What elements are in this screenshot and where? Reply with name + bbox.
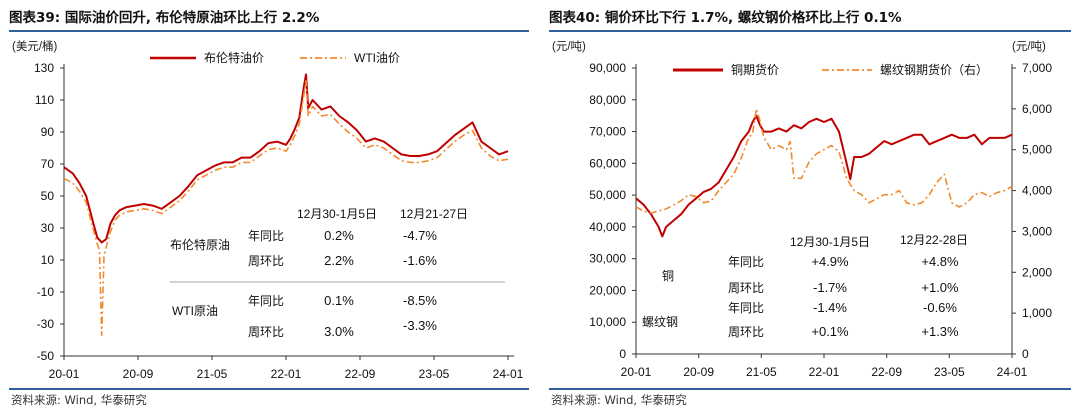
table-value: 0.1% — [324, 293, 354, 308]
y-right-tick-label: 4,000 — [1022, 184, 1052, 198]
y-right-tick-label: 6,000 — [1022, 102, 1052, 116]
legend-label: 铜期货价 — [731, 62, 779, 77]
y-tick-label: 10 — [41, 253, 55, 267]
y-right-tick-label: 7,000 — [1022, 61, 1052, 75]
table-row-label: 年同比 — [728, 255, 764, 269]
y-left-tick-label: 10,000 — [589, 315, 626, 329]
y-left-tick-label: 50,000 — [589, 188, 626, 202]
x-tick-label: 22-01 — [271, 367, 302, 381]
series-line — [635, 108, 1013, 214]
table-value: 3.0% — [324, 324, 354, 339]
y-left-tick-label: 0 — [619, 347, 626, 361]
y-tick-label: 130 — [34, 61, 54, 75]
y-left-tick-label: 70,000 — [589, 125, 626, 139]
table-value: 0.2% — [324, 228, 354, 243]
series-line — [63, 73, 509, 244]
y-tick-label: -50 — [37, 349, 55, 363]
oil-price-panel: 图表39: 国际油价回升, 布伦特原油环比上行 2.2% (美元/桶) 130 11… — [9, 10, 529, 407]
legend-label: 螺纹钢期货价（右） — [880, 62, 988, 77]
x-tick-label: 21-05 — [197, 367, 228, 381]
x-tick-label: 20-09 — [123, 367, 154, 381]
table-row-label: 周环比 — [728, 281, 764, 295]
series-line — [63, 80, 509, 337]
table-value: -1.6% — [403, 253, 437, 268]
y-right-tick-label: 3,000 — [1022, 224, 1052, 238]
table-row-label: 周环比 — [248, 325, 284, 339]
x-tick-label: 20-09 — [683, 365, 714, 379]
x-tick-label: 22-09 — [871, 365, 902, 379]
y-axis-unit: (美元/桶) — [12, 39, 58, 53]
title-rule — [549, 30, 1071, 32]
table-row-label: 年同比 — [248, 294, 284, 308]
table-group: 铜 — [662, 268, 674, 283]
x-tick-label: 22-09 — [345, 367, 376, 381]
table-value: +4.8% — [921, 254, 959, 269]
table-value: -1.7% — [813, 280, 847, 295]
table-value: +0.1% — [811, 324, 849, 339]
y-left-tick-label: 80,000 — [589, 93, 626, 107]
y-tick-label: -10 — [37, 285, 55, 299]
y-left-tick-label: 90,000 — [589, 61, 626, 75]
table-header: 12月21-27日 — [400, 207, 468, 221]
source-note: 资料来源: Wind, 华泰研究 — [551, 393, 687, 407]
y-axis-unit-right: (元/吨) — [1012, 40, 1046, 53]
title-rule — [9, 30, 529, 32]
table-group: WTI原油 — [172, 304, 218, 318]
table-group: 螺纹钢 — [642, 315, 678, 329]
y-axis-unit-left: (元/吨) — [552, 40, 586, 53]
table-row-label: 周环比 — [248, 254, 284, 268]
x-tick-label: 21-05 — [746, 365, 777, 379]
table-value: 2.2% — [324, 253, 354, 268]
table-group: 布伦特原油 — [170, 237, 230, 252]
x-tick-label: 22-01 — [809, 365, 840, 379]
y-tick-label: -30 — [37, 317, 55, 331]
x-tick-label: 20-01 — [621, 365, 652, 379]
footer-rule — [9, 388, 529, 390]
y-tick-label: 70 — [41, 157, 55, 171]
x-tick-label: 20-01 — [49, 367, 80, 381]
y-left-tick-label: 30,000 — [589, 252, 626, 266]
table-header: 12月30-1月5日 — [790, 235, 870, 249]
y-left-tick-label: 60,000 — [589, 156, 626, 170]
y-left-tick-label: 40,000 — [589, 220, 626, 234]
y-tick-label: 90 — [41, 125, 55, 139]
y-right-tick-label: 0 — [1022, 347, 1029, 361]
table-value: -4.7% — [403, 228, 437, 243]
x-tick-label: 23-05 — [934, 365, 965, 379]
table-row-label: 周环比 — [728, 325, 764, 339]
footer-rule — [549, 388, 1071, 390]
oil-price-chart: (美元/桶) 130 110 90 70 50 30 10 -10 -30 -50 20-01 20-0… — [12, 39, 524, 381]
y-tick-label: 50 — [41, 189, 55, 203]
series-line — [635, 114, 1013, 238]
table-header: 12月22-28日 — [900, 233, 968, 247]
table-value: -0.6% — [923, 300, 957, 315]
table-header: 12月30-1月5日 — [297, 207, 377, 221]
y-tick-label: 30 — [41, 221, 55, 235]
table-value: +4.9% — [811, 254, 849, 269]
table-value: +1.3% — [921, 324, 959, 339]
y-right-tick-label: 1,000 — [1022, 306, 1052, 320]
chart-title: 图表40: 铜价环比下行 1.7%, 螺纹钢价格环比上行 0.1% — [549, 10, 902, 26]
x-tick-label: 23-05 — [419, 367, 450, 381]
y-left-tick-label: 20,000 — [589, 283, 626, 297]
table-value: -1.4% — [813, 300, 847, 315]
table-row-label: 年同比 — [728, 301, 764, 315]
metal-price-chart: (元/吨) (元/吨)90,00080,00070,00060,00050,000… — [552, 40, 1052, 379]
chart-title: 图表39: 国际油价回升, 布伦特原油环比上行 2.2% — [9, 10, 320, 26]
metal-price-panel: 图表40: 铜价环比下行 1.7%, 螺纹钢价格环比上行 0.1% (元/吨) (… — [540, 0, 1080, 412]
y-tick-label: 110 — [35, 93, 54, 107]
y-right-tick-label: 2,000 — [1022, 265, 1052, 279]
table-row-label: 年同比 — [248, 229, 284, 243]
x-tick-label: 24-01 — [997, 365, 1028, 379]
source-note: 资料来源: Wind, 华泰研究 — [11, 393, 147, 407]
legend-label: 布伦特油价 — [204, 50, 264, 65]
table-value: +1.0% — [921, 280, 959, 295]
legend-label: WTI油价 — [354, 51, 400, 65]
table-value: -3.3% — [403, 318, 437, 333]
y-right-tick-label: 5,000 — [1022, 143, 1052, 157]
table-value: -8.5% — [403, 293, 437, 308]
x-tick-label: 24-01 — [493, 367, 524, 381]
